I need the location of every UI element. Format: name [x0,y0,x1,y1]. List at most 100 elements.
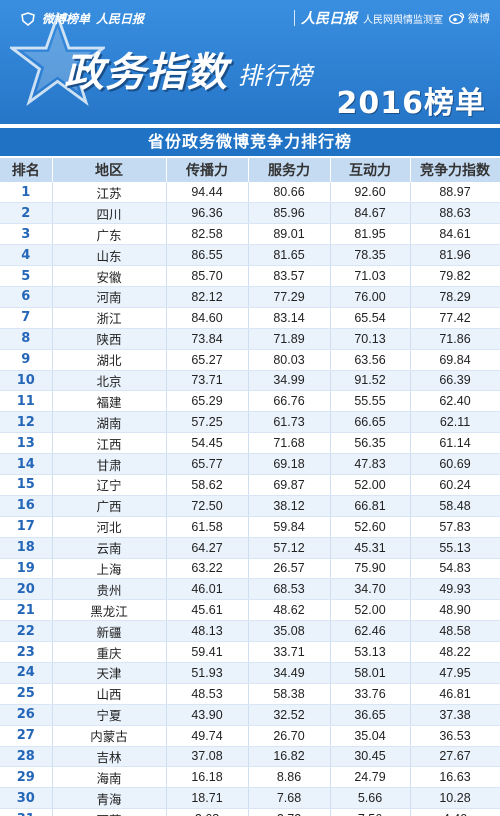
brand-left-partner: 人民日报 [96,12,145,26]
cell-index: 60.24 [410,474,500,496]
cell-interaction: 36.65 [330,704,411,726]
cell-rank: 30 [0,787,53,810]
cell-region: 甘肃 [52,453,167,475]
table-row: 28 吉林 37.08 16.82 30.45 27.67 [0,746,500,768]
table-row: 23 重庆 59.41 33.71 53.13 48.22 [0,641,500,663]
table-header-row: 排名 地区 传播力 服务力 互动力 竞争力指数 [0,158,500,182]
cell-interaction: 45.31 [330,537,411,559]
cell-index: 79.82 [410,265,500,287]
cell-service: 33.71 [248,641,331,663]
cell-region: 内蒙古 [52,725,167,747]
cell-service: 57.12 [248,537,331,559]
cell-region: 广东 [52,223,167,246]
cell-interaction: 63.56 [330,349,411,371]
table-row: 9 湖北 65.27 80.03 63.56 69.84 [0,349,500,371]
cell-reach: 82.12 [166,286,249,308]
cell-index: 84.61 [410,223,500,246]
cell-rank: 21 [0,599,53,622]
table-row: 31西藏2.682.727.564.40 [0,808,500,816]
cell-reach: 65.29 [166,390,249,413]
brand-left-label: 微博榜单 [42,12,91,26]
star-icon [10,12,105,106]
table-row: 15 辽宁 58.62 69.87 52.00 60.24 [0,474,500,496]
table-row: 3 广东 82.58 89.01 81.95 84.61 [0,223,500,246]
brand-left: 微博榜单 人民日报 [20,10,144,27]
cell-region: 山东 [52,244,167,267]
cell-service: 81.65 [248,244,331,267]
cell-service: 80.03 [248,349,331,371]
cell-region: 天津 [52,662,167,684]
cell-rank: 18 [0,537,53,559]
cell-rank: 10 [0,370,53,392]
cell-service: 2.72 [248,808,331,816]
cell-rank: 9 [0,349,53,371]
table-row: 22 新疆 48.13 35.08 62.46 48.58 [0,620,500,643]
column-header-index: 竞争力指数 [410,158,500,182]
cell-rank: 13 [0,432,53,455]
cell-interaction: 91.52 [330,370,411,392]
cell-reach: 58.62 [166,474,249,496]
cell-region: 浙江 [52,307,167,329]
cell-region: 福建 [52,390,167,413]
cell-service: 71.68 [248,432,331,455]
cell-service: 69.18 [248,453,331,475]
cell-region: 西藏 [52,808,167,816]
cell-rank: 8 [0,328,53,350]
table-row: 1 江苏 94.44 80.66 92.60 88.97 [0,182,500,204]
cell-rank: 1 [0,182,53,204]
cell-rank: 28 [0,746,53,768]
cell-index: 71.86 [410,328,500,350]
cell-region: 江西 [52,432,167,455]
cell-index: 10.28 [410,787,500,810]
cell-interaction: 56.35 [330,432,411,455]
cell-rank: 5 [0,265,53,287]
cell-interaction: 71.03 [330,265,411,287]
table-row: 26 宁夏 43.90 32.52 36.65 37.38 [0,704,500,726]
cell-reach: 63.22 [166,558,249,580]
cell-region: 陕西 [52,328,167,350]
cell-service: 61.73 [248,411,331,434]
cell-index: 46.81 [410,683,500,705]
cell-reach: 51.93 [166,662,249,684]
cell-service: 77.29 [248,286,331,308]
cell-reach: 65.27 [166,349,249,371]
table-row: 18 云南 64.27 57.12 45.31 55.13 [0,537,500,559]
column-header-interaction: 互动力 [330,158,411,182]
cell-reach: 85.70 [166,265,249,287]
table-row: 29 海南 16.18 8.86 24.79 16.63 [0,766,500,789]
divider [294,10,295,26]
cell-interaction: 35.04 [330,725,411,747]
cell-index: 54.83 [410,558,500,580]
cell-rank: 2 [0,202,53,225]
table-row: 17 河北 61.58 59.84 52.60 57.83 [0,516,500,538]
cell-reach: 96.36 [166,202,249,225]
cell-interaction: 5.66 [330,787,411,810]
cell-reach: 43.90 [166,704,249,726]
cell-reach: 59.41 [166,641,249,663]
cell-region: 湖南 [52,411,167,434]
brand-right: 人民日报 人民网舆情监测室 微博 [294,8,490,28]
cell-reach: 82.58 [166,223,249,246]
cell-interaction: 81.95 [330,223,411,246]
org-label: 人民网舆情监测室 [363,14,443,26]
cell-service: 59.84 [248,516,331,538]
cell-service: 83.14 [248,307,331,329]
year-title: 2016榜单 [336,86,486,121]
cell-service: 8.86 [248,766,331,789]
cell-service: 34.49 [248,662,331,684]
cell-service: 34.99 [248,370,331,392]
weibo-brand: 微博 [449,10,490,26]
cell-service: 38.12 [248,495,331,517]
cell-reach: 46.01 [166,578,249,601]
cell-region: 江苏 [52,182,167,204]
cell-reach: 64.27 [166,537,249,559]
cell-reach: 2.68 [166,808,249,816]
people-daily-logo: 人民日报 [301,11,357,27]
cell-rank: 15 [0,474,53,496]
table-row: 2 四川 96.36 85.96 84.67 88.63 [0,202,500,225]
table-row: 10 北京 73.71 34.99 91.52 66.39 [0,370,500,392]
table-row: 25 山西 48.53 58.38 33.76 46.81 [0,683,500,705]
cell-index: 55.13 [410,537,500,559]
cell-index: 16.63 [410,766,500,789]
cell-service: 89.01 [248,223,331,246]
